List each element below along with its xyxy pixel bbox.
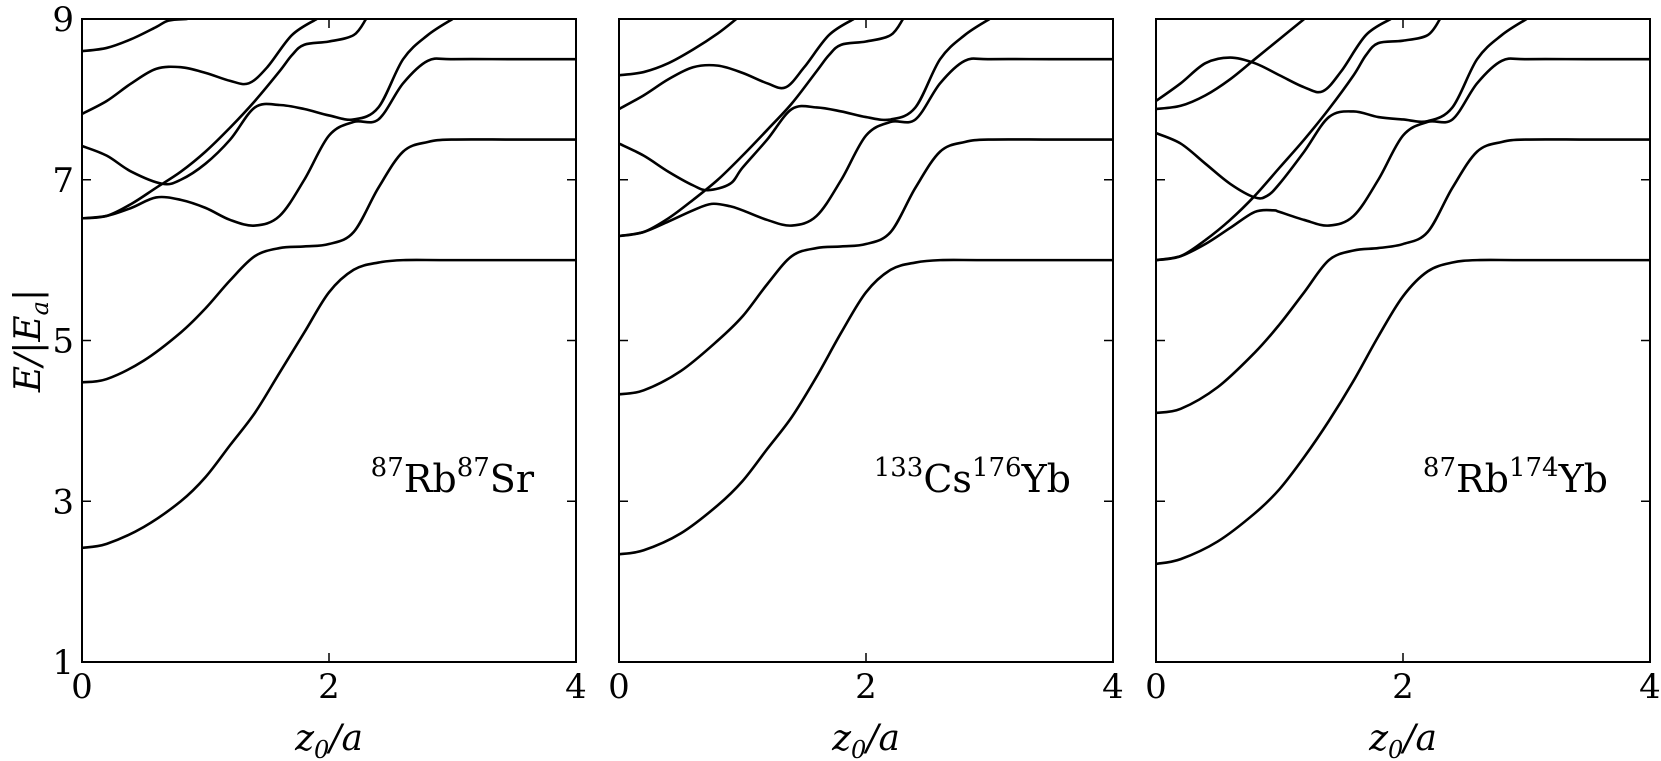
species-annotation: 87Rb87Sr (371, 453, 535, 501)
x-tick-label: 0 (1145, 667, 1167, 707)
energy-level-curve-6 (82, 19, 318, 116)
y-tick-label: 5 (52, 322, 74, 362)
energy-level-curve-1 (1156, 258, 1650, 566)
plot-frame (1155, 18, 1651, 663)
species-annotation: 133Cs176Yb (874, 453, 1071, 501)
species-annotation: 87Rb174Yb (1423, 453, 1608, 501)
plot-frame (618, 18, 1114, 663)
energy-level-curve-3 (619, 57, 1113, 238)
energy-level-curve-5 (619, 19, 905, 238)
energy-level-curve-1 (619, 258, 1113, 556)
curves (1156, 19, 1650, 566)
panel-2: 0 2 4 z0/a 133Cs176Yb (608, 18, 1124, 761)
energy-level-curve-7 (619, 19, 738, 77)
isotope-mass: 174 (1509, 453, 1559, 483)
y-axis-label: E/|Ea| (8, 289, 54, 393)
x-tick-label: 2 (318, 667, 340, 707)
energy-level-curve-5 (1156, 19, 1442, 262)
isotope-mass: 87 (371, 453, 404, 483)
energy-level-curve-4 (1156, 19, 1528, 200)
y-tick-label: 9 (52, 0, 74, 40)
x-tick-label: 4 (1102, 667, 1124, 707)
x-tick-label: 2 (855, 667, 877, 707)
element-symbol: Rb (404, 457, 457, 501)
element-symbol: Yb (1021, 457, 1071, 501)
x-axis-label: z0/a (831, 718, 900, 761)
energy-level-curve-7 (1156, 19, 1306, 111)
y-tick-label: 7 (52, 161, 74, 201)
curves (82, 19, 576, 550)
x-tick-label: 0 (71, 667, 93, 707)
element-symbol: Yb (1558, 457, 1608, 501)
isotope-mass: 87 (1423, 453, 1456, 483)
element-symbol: Sr (490, 457, 535, 501)
x-tick-label: 4 (565, 667, 587, 707)
x-tick-label: 0 (608, 667, 630, 707)
element-symbol: Cs (923, 457, 972, 501)
energy-level-curve-2 (619, 138, 1113, 396)
isotope-mass: 176 (972, 453, 1022, 483)
curves (619, 19, 1113, 556)
energy-level-curve-6 (619, 19, 855, 111)
energy-level-curve-3 (1156, 57, 1650, 262)
energy-level-curve-4 (82, 19, 454, 186)
energy-level-curve-7 (82, 19, 189, 53)
x-axis-label: z0/a (1368, 718, 1437, 761)
element-symbol: Rb (1456, 457, 1509, 501)
x-tick-label: 2 (1392, 667, 1414, 707)
isotope-mass: 87 (457, 453, 490, 483)
x-tick-label: 4 (1639, 667, 1661, 707)
energy-level-curve-2 (82, 138, 576, 384)
energy-level-curve-5 (82, 19, 368, 220)
panel-3: 0 2 4 z0/a 87Rb174Yb (1145, 18, 1661, 761)
energy-level-curve-1 (82, 258, 576, 550)
x-axis-label: z0/a (294, 718, 363, 761)
energy-level-curve-4 (619, 19, 991, 192)
energy-level-curve-3 (82, 57, 576, 227)
energy-level-curve-2 (1156, 138, 1650, 415)
isotope-mass: 133 (874, 453, 924, 483)
y-tick-label: 1 (52, 643, 74, 683)
y-tick-label: 3 (52, 482, 74, 522)
energy-level-curve-6 (1156, 19, 1392, 103)
